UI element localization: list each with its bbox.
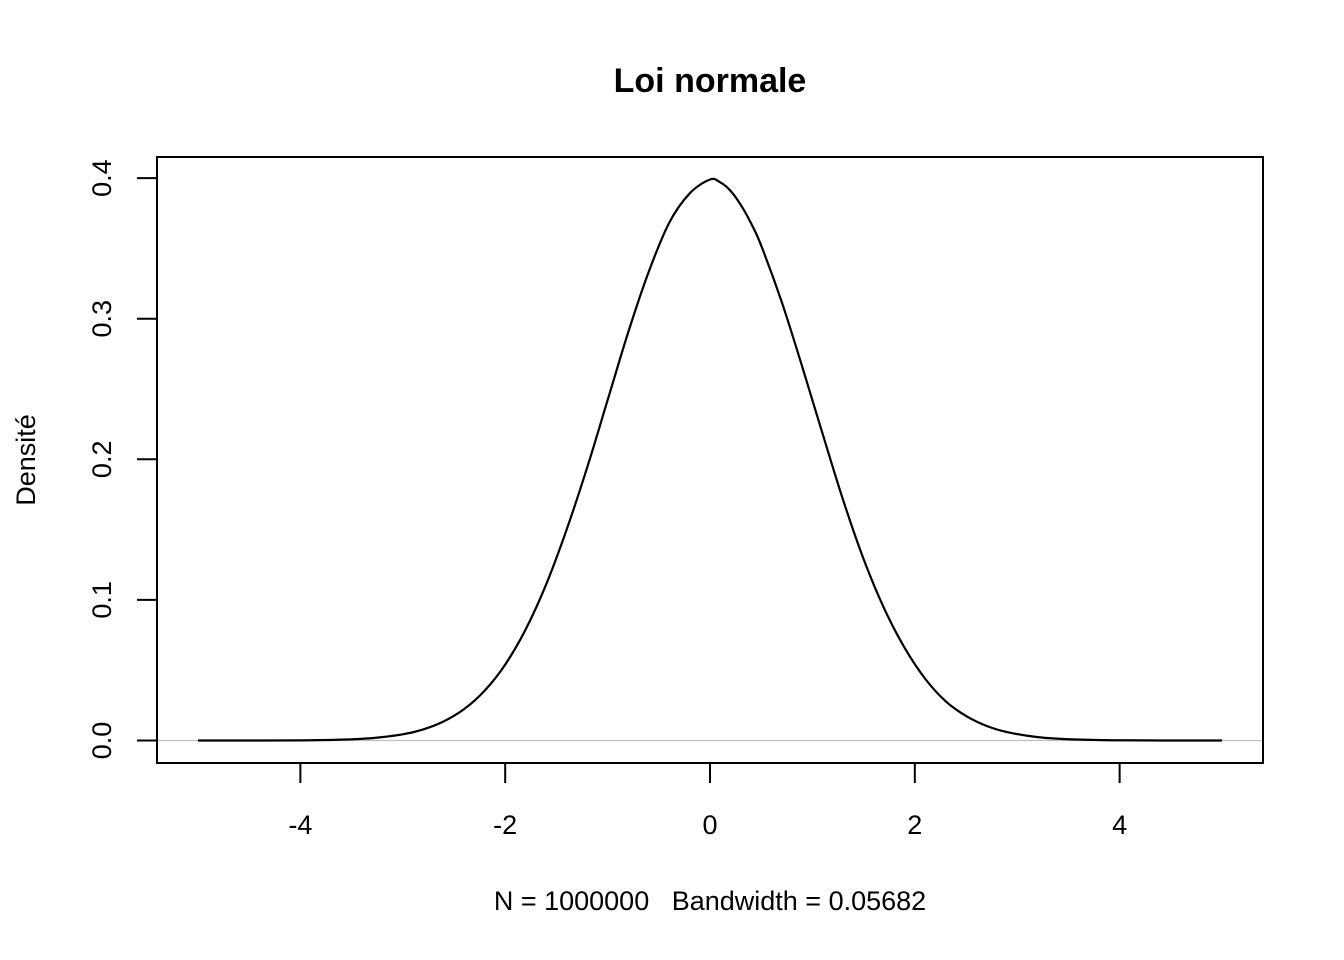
y-axis-label: Densité	[11, 414, 41, 506]
x-tick-label: 0	[702, 810, 717, 840]
y-tick-label: 0.1	[87, 581, 117, 619]
y-tick-label: 0.0	[87, 722, 117, 760]
x-tick-label: -2	[493, 810, 517, 840]
y-axis: 0.0 0.1 0.2 0.3 0.4	[87, 159, 158, 760]
y-tick-label: 0.3	[87, 300, 117, 338]
y-tick-label: 0.2	[87, 441, 117, 479]
chart-title: Loi normale	[614, 62, 807, 100]
y-tick-label: 0.4	[87, 159, 117, 197]
x-tick-label: 4	[1112, 810, 1127, 840]
x-axis: -4 -2 0 2 4	[288, 762, 1127, 840]
plot-frame	[156, 156, 1264, 764]
x-tick-label: 2	[907, 810, 922, 840]
density-curve	[197, 177, 1223, 742]
x-axis-label: N = 1000000 Bandwidth = 0.05682	[494, 886, 926, 916]
x-tick-label: -4	[288, 810, 312, 840]
